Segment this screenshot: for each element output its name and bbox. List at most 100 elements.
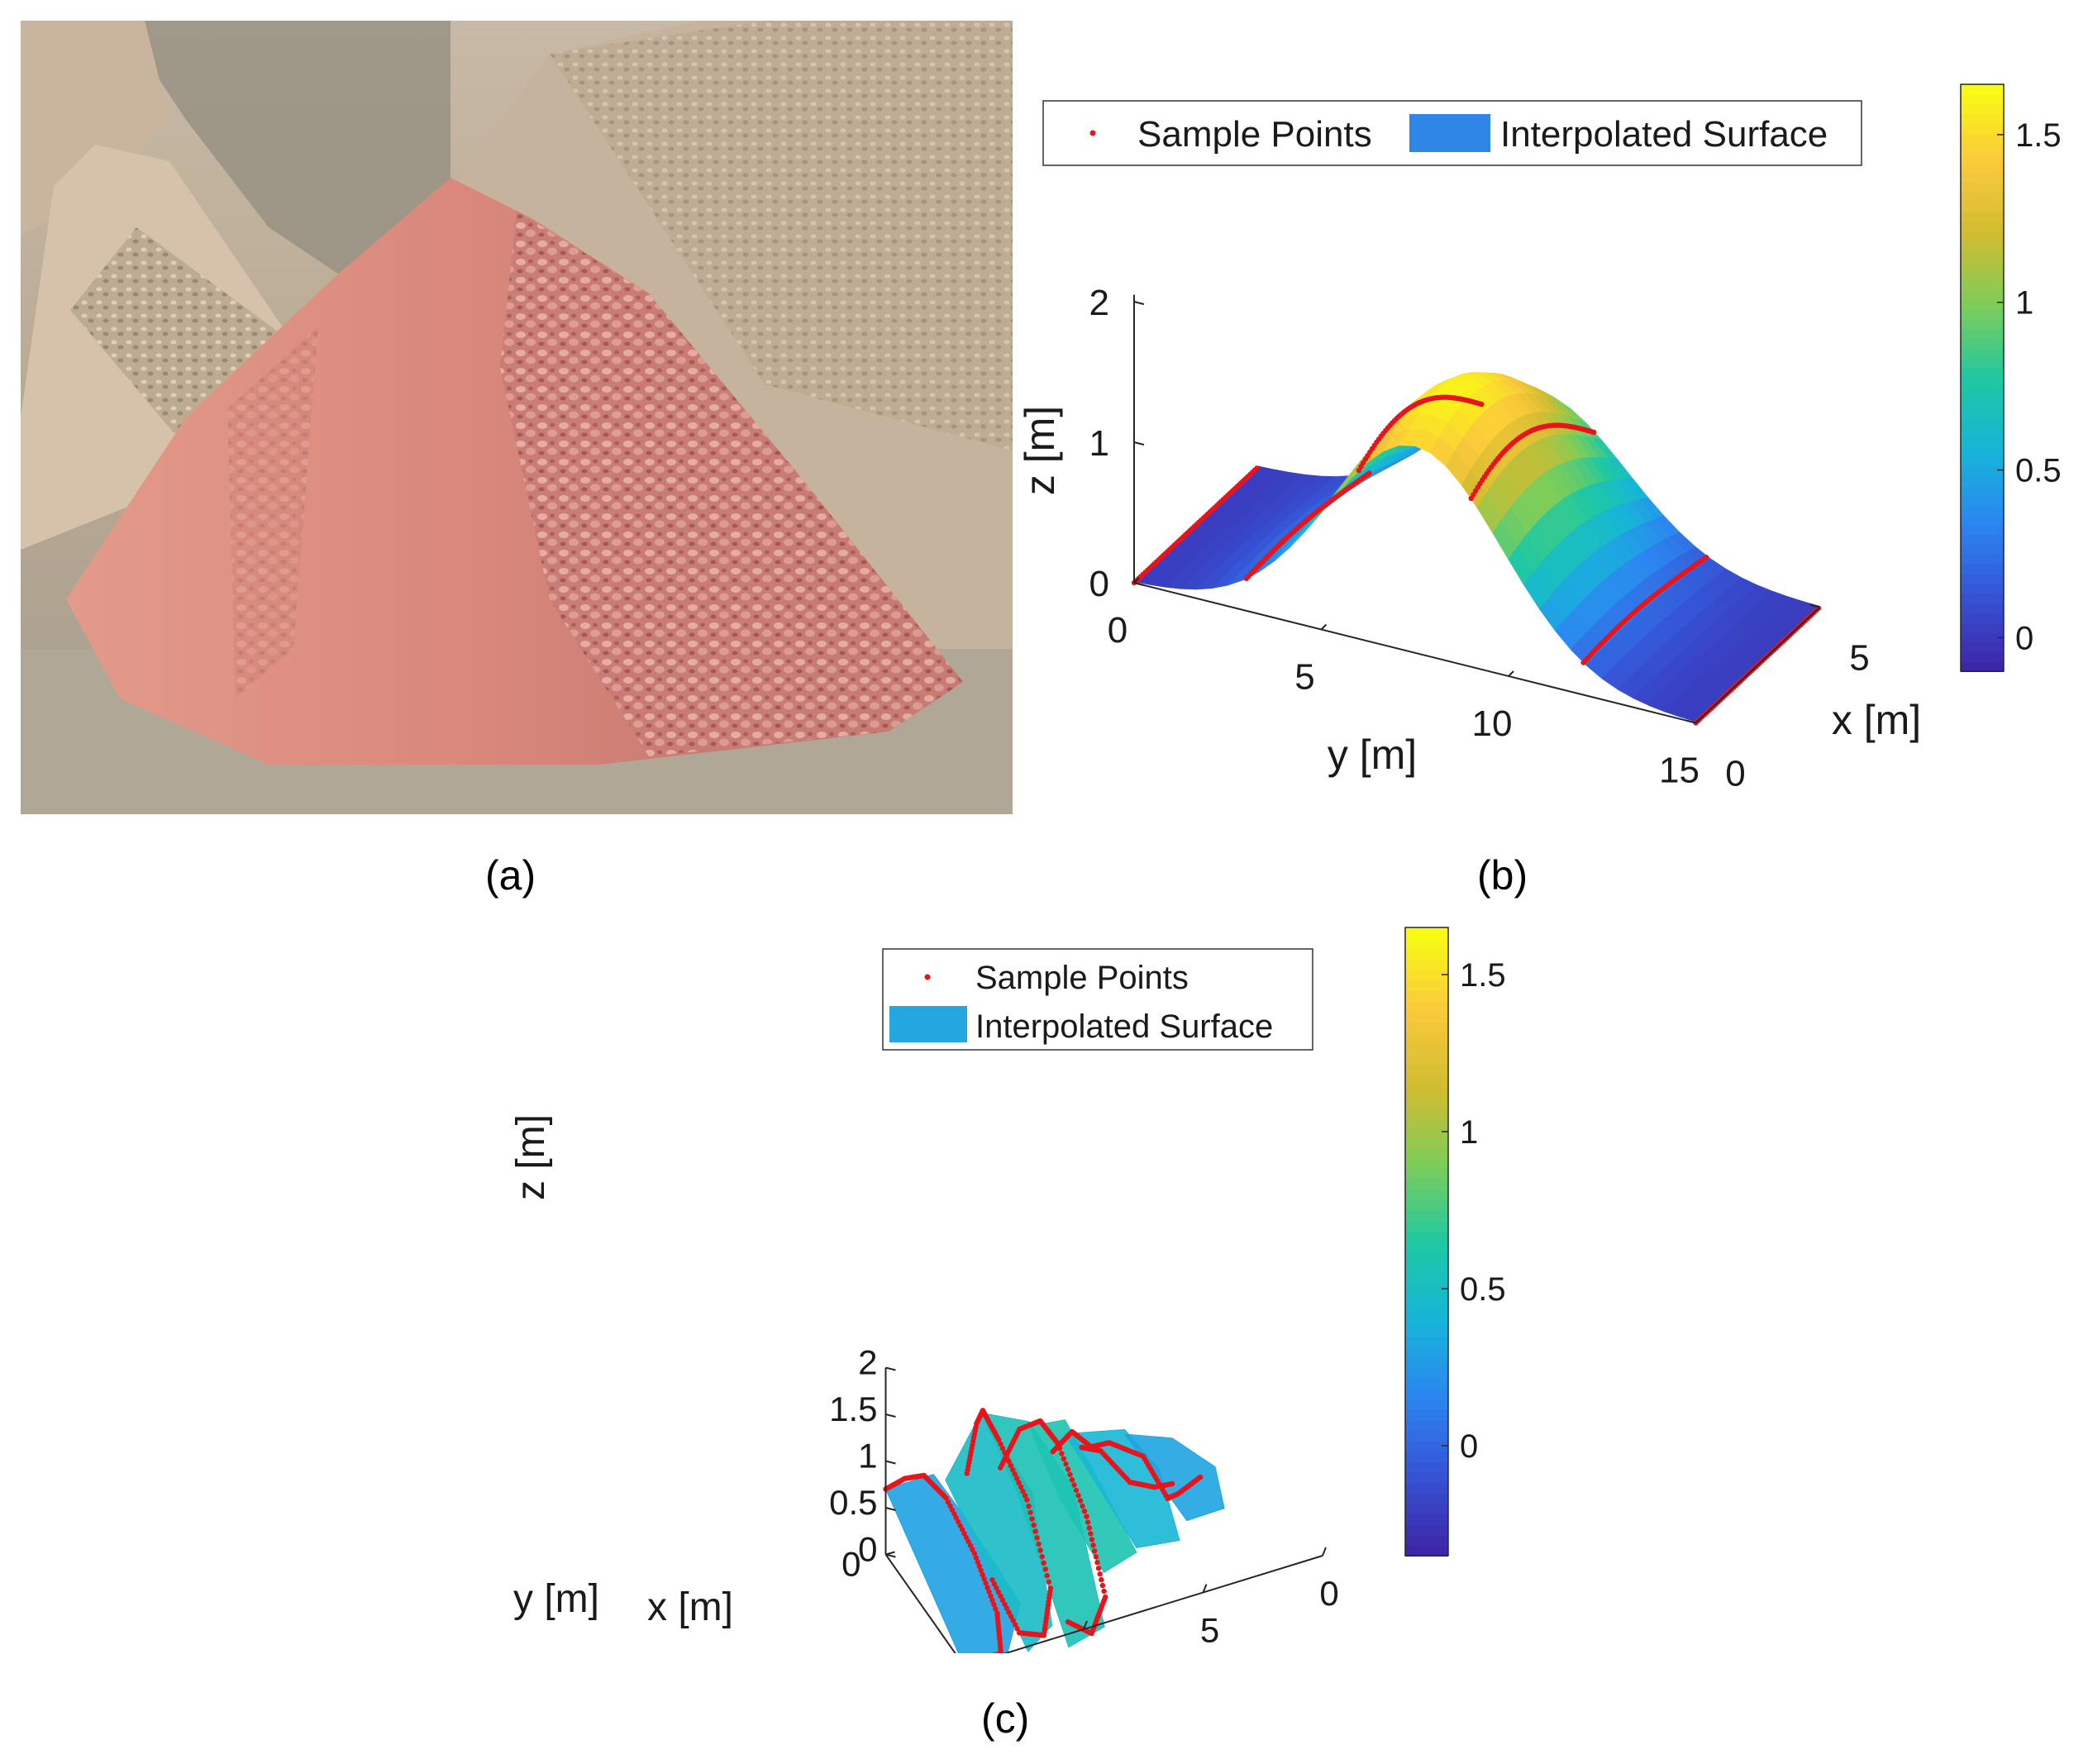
colorbar-tick-label: 1.5 [2015,117,2062,154]
colorbar-segment [1961,514,2004,526]
colorbar-segment [1961,162,2004,174]
sample-point [1089,1537,1095,1542]
colorbar-segment [1961,289,2004,301]
x-axis-label: x [m] [647,1585,733,1629]
chart-c-surface-plot: 0510150500.511.52x [m]y [m]z [m]Sample P… [509,948,1339,1723]
colorbar-tick-label: 0 [1460,1428,1478,1465]
colorbar-segment [1961,143,2004,154]
sample-point [1099,1582,1106,1589]
colorbar-segment [1405,1430,1448,1442]
colorbar-segment [1405,980,1448,991]
colorbar-segment [1405,1451,1448,1462]
colorbar-segment [1405,1251,1448,1264]
sample-point [1095,1566,1102,1571]
colorbar-segment [1961,613,2004,623]
colorbar-segment [1405,1042,1448,1054]
colorbar-segment [1405,1514,1448,1525]
z-tick-mark [1133,441,1145,446]
colorbar-segment [1405,1377,1448,1390]
sample-point [1031,1522,1037,1528]
colorbar-segment [1961,358,2004,369]
colorbar-tick-label: 1 [2015,285,2033,322]
x-axis-line [1695,606,1821,724]
sample-point [943,1495,949,1501]
colorbar-segment [1961,563,2004,574]
sample-point [1012,1471,1018,1477]
surface-patch [1028,1419,1137,1574]
z-axis-label: z [m] [1017,406,1063,495]
colorbar-segment [1405,1094,1448,1107]
colorbar-segment [1405,1210,1448,1222]
colorbar-segment [1961,221,2004,232]
colorbar-segment [1961,319,2004,330]
x-tick-mark [1685,719,1696,724]
z-tick-label: 0.5 [829,1483,877,1522]
sample-point [986,1589,992,1595]
z-tick-mark [1133,582,1145,586]
colorbar-tick-label: 0 [2015,620,2033,656]
x-tick-mark [1083,1620,1088,1630]
colorbar-segment [1961,455,2004,467]
sample-point [981,1576,987,1582]
colorbar-segment [1405,1283,1448,1295]
sample-point [960,1527,965,1533]
colorbar-segment [1405,1168,1448,1180]
colorbar-segment [1961,593,2004,604]
colorbar-segment [1961,123,2004,135]
z-tick-label: 2 [1089,283,1109,323]
colorbar-segment [1405,1461,1448,1473]
sample-point [1086,1525,1092,1531]
sample-point [973,1555,979,1561]
sample-point [1059,1451,1065,1456]
colorbar-segment [1405,1409,1448,1421]
sample-point [999,1446,1006,1452]
colorbar-segment [1961,407,2004,418]
colorbar-segment [1405,1545,1448,1557]
sample-point [967,1542,974,1548]
y-tick-label: 5 [1294,657,1314,698]
sample-point [1037,1547,1043,1553]
colorbar-segment [1961,465,2004,477]
sample-point [1010,1467,1016,1473]
sample-point [1067,1471,1073,1477]
sample-point [1032,1528,1038,1534]
sample-point [995,1589,1002,1595]
sample-point [1069,1477,1075,1483]
pile-photo [21,21,1013,814]
colorbar-segment [1961,387,2004,398]
z-tick-label: 1.5 [829,1390,877,1428]
y-tick-label: 10 [1472,703,1513,744]
colorbar-segment [1405,959,1448,970]
colorbar-segment [1405,1000,1448,1013]
sample-point [1006,1609,1012,1615]
sample-point [984,1585,990,1590]
sample-point [1039,1554,1045,1560]
colorbar-segment [1405,1440,1448,1452]
colorbar-border [1404,927,1449,1557]
x-tick-label: 10 [1071,1647,1110,1653]
colorbar-gradient [1405,927,1448,1557]
sample-point [965,1538,971,1545]
colorbar-segment [1961,84,2004,95]
z-tick-mark [1133,301,1145,305]
colorbar-segment [1405,1534,1448,1547]
legend-marker-sample-points [1089,130,1096,136]
sample-point [998,1593,1003,1600]
colorbar-segment [1961,534,2004,546]
y-tick-label: 0 [841,1545,860,1584]
colorbar-segment [1405,969,1448,981]
sample-point [989,1597,995,1604]
colorbar-segment [1961,544,2004,555]
sample-point [991,1580,998,1587]
x-tick-mark [1202,1584,1208,1593]
colorbar-segment [1405,937,1448,950]
sample-point [945,1499,951,1505]
colorbar-segment [1961,504,2004,516]
sample-point [1020,1488,1026,1495]
colorbar-segment [1961,113,2004,125]
sample-point [1018,1484,1024,1490]
colorbar-segment [1961,211,2004,222]
sample-point [1002,1601,1008,1607]
colorbar-segment [1405,1304,1448,1316]
colorbar-segment [1961,641,2004,653]
